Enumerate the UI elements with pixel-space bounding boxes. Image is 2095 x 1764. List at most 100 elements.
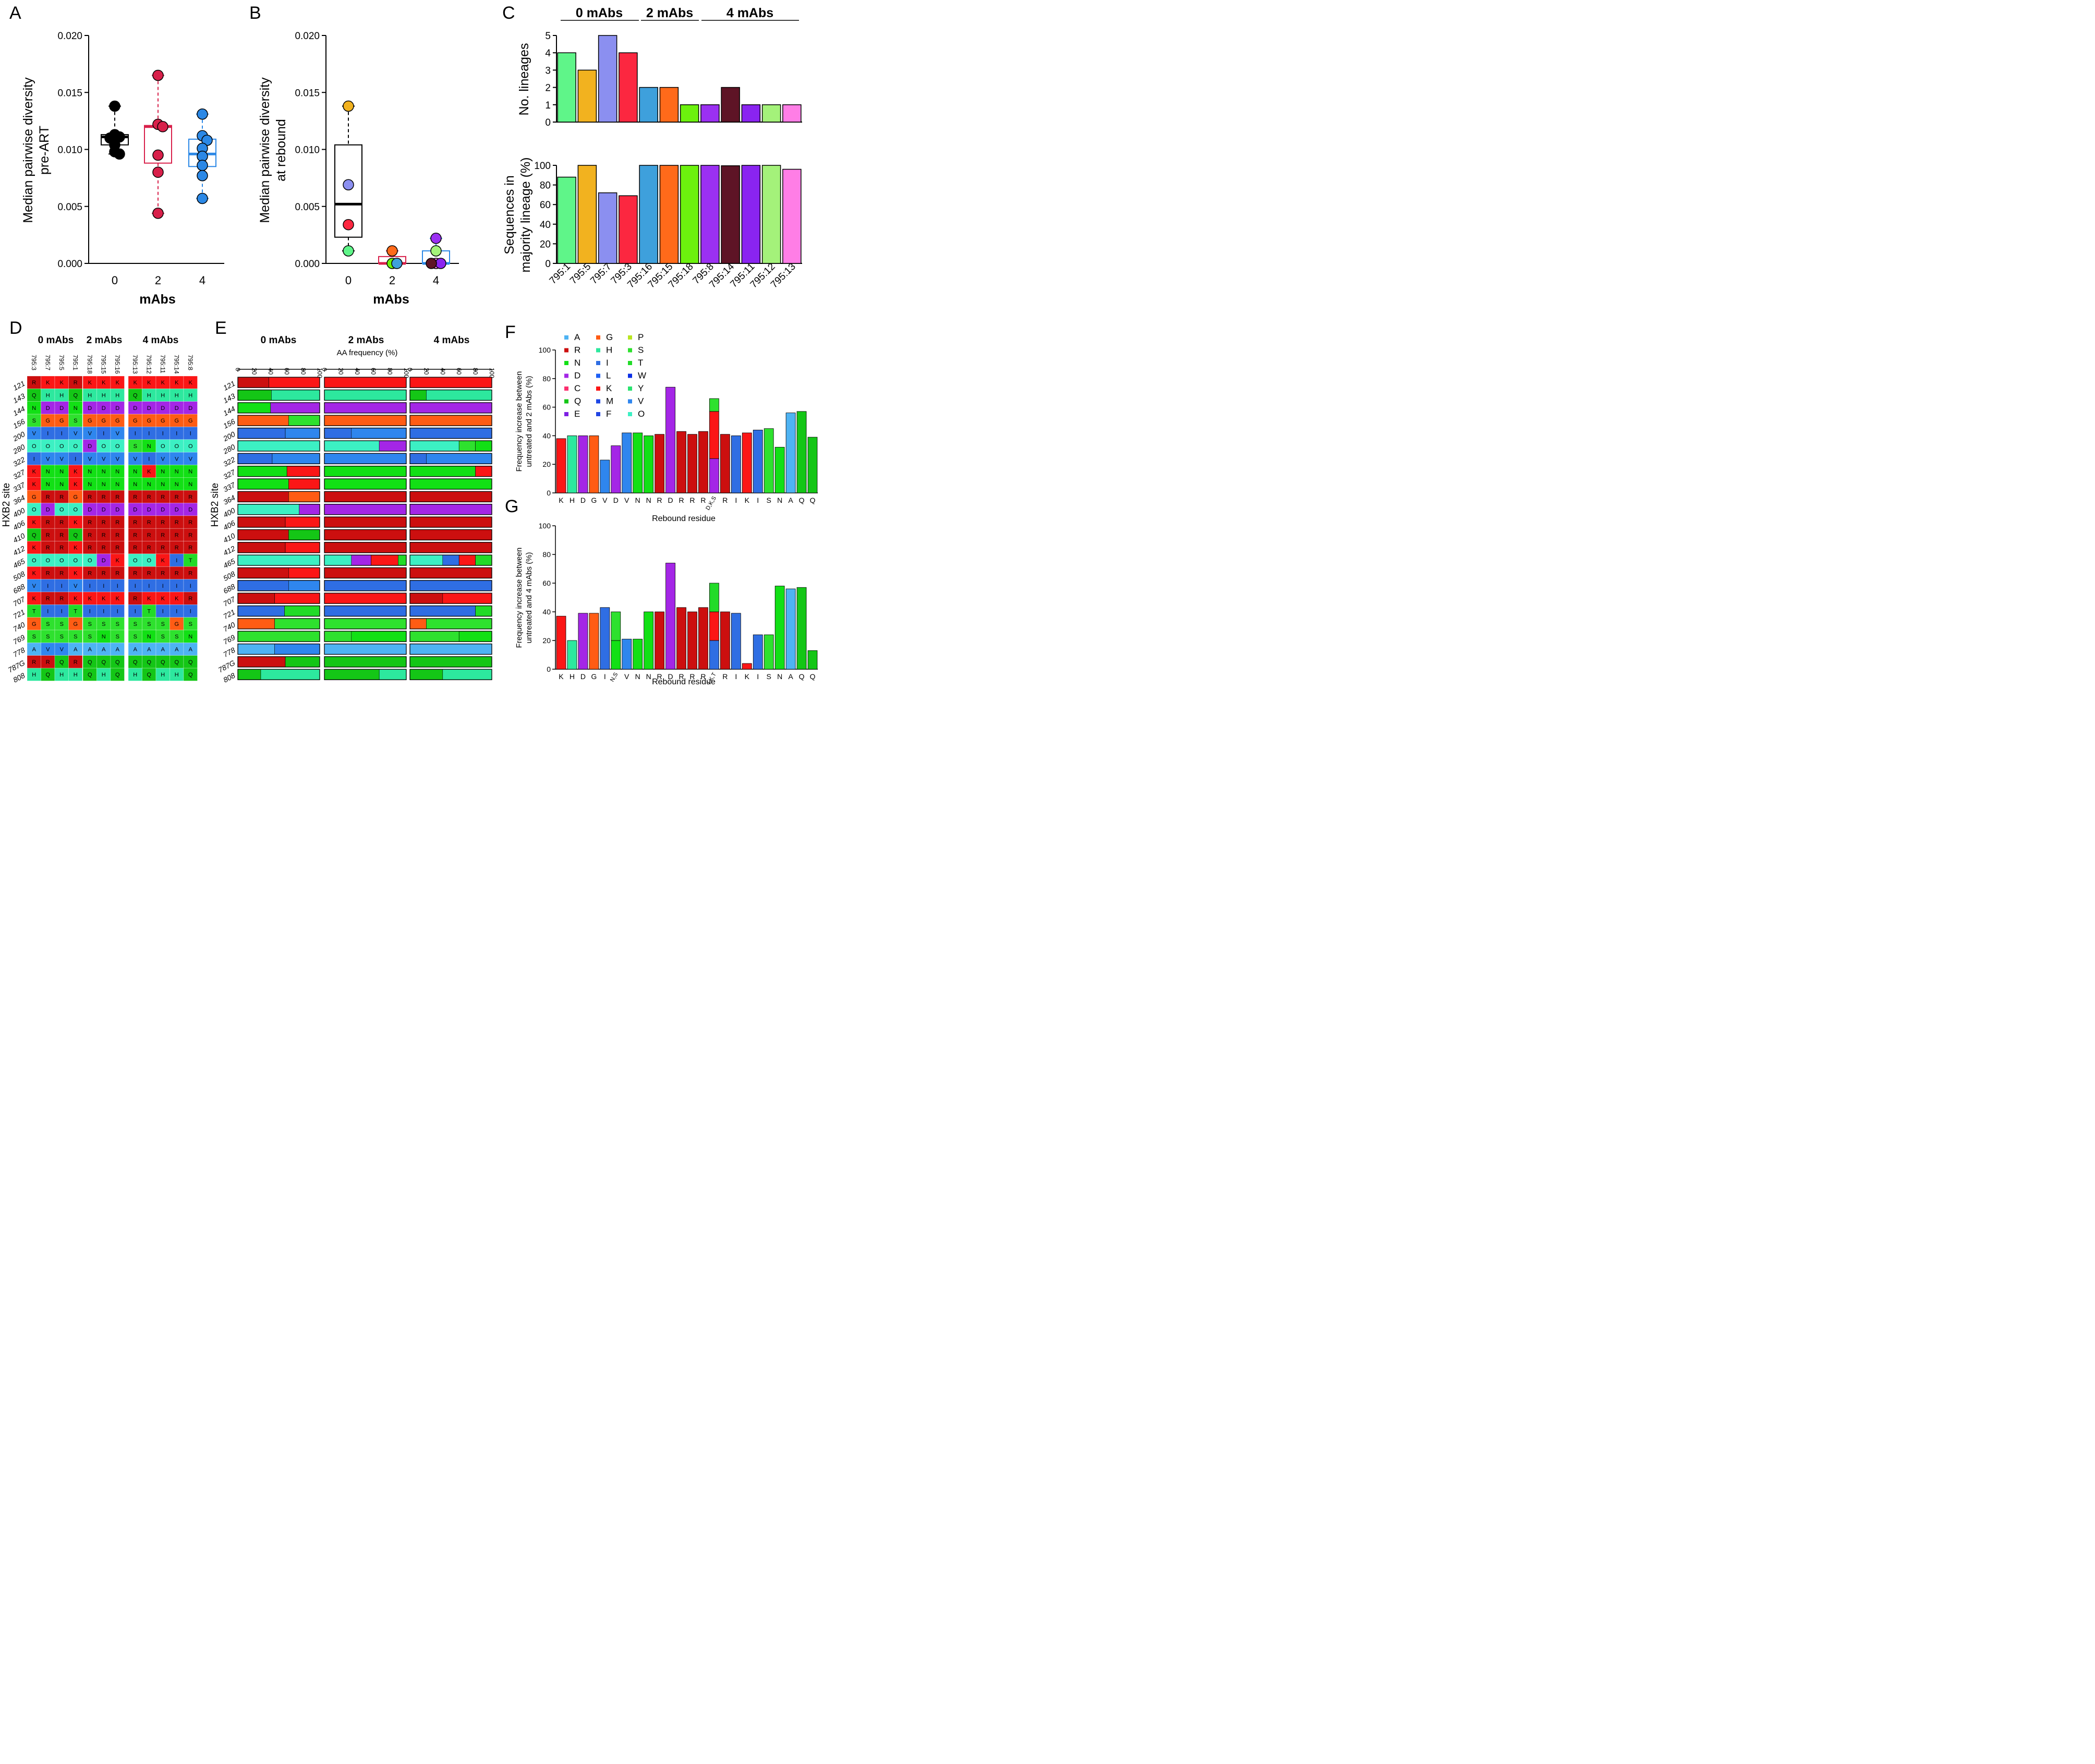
panel-e-segment <box>299 504 320 515</box>
panel-d-cell <box>183 414 198 427</box>
panel-d-cell <box>54 579 69 593</box>
panel-d-cell-label: R <box>133 545 137 551</box>
panel-d-cell-label: N <box>175 481 179 488</box>
panel-d-cell-label: I <box>135 583 136 589</box>
panel-d-cell <box>41 566 55 579</box>
panel-d-cell-label: S <box>161 634 165 640</box>
panel-d-cell-label: D <box>115 507 119 513</box>
panel-d-cell-label: Q <box>73 532 78 538</box>
panel-e-segment <box>271 390 320 401</box>
panel-e-segment <box>269 377 320 388</box>
panel-g-xtick-label: R <box>679 672 684 681</box>
panel-e-segment <box>274 644 320 655</box>
panel-g-xtick-label: Q <box>799 672 805 681</box>
panel-b-ytick-label: 0.000 <box>295 259 320 270</box>
panel-d-cell-label: K <box>74 519 78 526</box>
panel-d-cell <box>54 591 69 605</box>
panel-c-top-bar <box>659 87 679 123</box>
panel-e-bar-outline <box>237 631 320 642</box>
panel-e-site-label: 508 <box>222 570 236 583</box>
panel-d-cell-label: O <box>161 443 165 450</box>
panel-e-segment <box>324 415 407 426</box>
panel-d-cell <box>96 630 111 643</box>
panel-f-stacked-bars: Frequency increase between untreated and… <box>515 332 818 523</box>
panel-d-cell <box>155 541 170 554</box>
panel-e-bar-outline <box>409 669 492 680</box>
panel-e-segment <box>409 669 443 680</box>
panel-d-cell-label: I <box>162 583 164 589</box>
panel-a-ylabel-line2: pre-ART <box>37 126 52 175</box>
panel-f-ylabel-line1: Frequency increase between <box>515 371 524 472</box>
panel-g-bar-segment <box>709 611 719 641</box>
panel-e-bar-outline <box>237 580 320 591</box>
panel-c-bottom-ytick-label: 20 <box>540 239 551 250</box>
panel-e-bar-outline <box>409 580 492 591</box>
panel-e-bar-outline <box>324 631 407 642</box>
panel-d-cell <box>68 528 83 541</box>
panel-c-bottom-bar <box>557 176 576 264</box>
panel-d-cell <box>54 617 69 631</box>
panel-d-cell-label: R <box>115 545 119 551</box>
panel-d-cell <box>96 490 111 503</box>
panel-d-cell <box>96 439 111 453</box>
panel-d-cell-label: G <box>32 494 37 500</box>
panel-e-bar-outline <box>324 427 407 439</box>
panel-d-cell-label: H <box>147 393 151 399</box>
panel-d-cell <box>96 643 111 656</box>
panel-c-bottom-ytick-label: 100 <box>534 161 551 172</box>
panel-d-cell-label: D <box>88 405 92 412</box>
panel-e-bar-outline <box>324 440 407 452</box>
panel-g-bar-segment <box>731 613 741 670</box>
panel-c-top-bar <box>700 104 720 123</box>
panel-e-bar-outline <box>324 580 407 591</box>
panel-e-bar-outline <box>409 478 492 490</box>
panel-d-cell-label: I <box>89 583 91 589</box>
panel-e-segment <box>324 516 407 528</box>
panel-e-bar-outline <box>409 453 492 464</box>
panel-a-xtick-label: 4 <box>199 274 205 287</box>
panel-e-segment <box>409 529 492 540</box>
panel-d-cell <box>110 427 125 440</box>
panel-d-cell-label: K <box>102 380 106 386</box>
panel-d-cell <box>142 643 156 656</box>
panel-d-cell-label: A <box>32 647 37 653</box>
panel-d-cell <box>183 630 198 643</box>
panel-a-data-point <box>197 160 208 171</box>
panel-e-bar-outline <box>409 415 492 426</box>
panel-d-cell <box>110 528 125 541</box>
panel-g-bar-segment <box>709 640 719 670</box>
panel-a-data-point <box>114 148 125 160</box>
panel-g-xlabel: Rebound residue <box>652 678 716 686</box>
panel-e-xtick-label: 100 <box>316 368 323 378</box>
panel-d-cell-label: O <box>174 443 179 450</box>
panel-b-data-point <box>430 245 442 257</box>
panel-d-cell-label: N <box>102 481 106 488</box>
panel-d-cell-label: I <box>47 608 49 614</box>
panel-c-bottom-ylabel-line1: Sequences in <box>502 175 517 255</box>
panel-e-bar-outline <box>324 529 407 541</box>
panel-g-xtick-label: A <box>788 672 793 681</box>
panel-d-cell-label: V <box>32 431 37 437</box>
panel-e-xtick-label: 80 <box>472 368 479 375</box>
panel-d-cell-label: D <box>188 405 192 412</box>
panel-g-bar-segment <box>556 615 566 670</box>
panel-d-cell-label: R <box>88 532 92 538</box>
panel-letter-c: C <box>502 3 515 23</box>
panel-d-cell-label: H <box>115 393 119 399</box>
panel-e-site-label: 721 <box>222 608 236 621</box>
panel-d-cell <box>54 630 69 643</box>
panel-d-cell-label: R <box>188 532 192 538</box>
panel-e-segment <box>237 631 320 642</box>
panel-c-xtick-label: 795:7 <box>588 261 613 286</box>
panel-d-cell <box>169 490 184 503</box>
panel-g-xtick-label: R <box>700 672 706 681</box>
panel-e-group-label-4: 4 mAbs <box>434 335 470 346</box>
panel-g-ylabel-line2: untreated and 4 mAbs (%) <box>525 552 534 643</box>
panel-e-segment <box>409 402 492 414</box>
panel-e-bar-outline <box>409 491 492 502</box>
panel-d-site-label: 337 <box>11 480 27 494</box>
panel-d-cell-label: H <box>175 393 179 399</box>
panel-d-cell-label: Q <box>73 393 78 399</box>
panel-letter-a: A <box>9 3 21 23</box>
panel-e-bar-outline <box>409 656 492 668</box>
